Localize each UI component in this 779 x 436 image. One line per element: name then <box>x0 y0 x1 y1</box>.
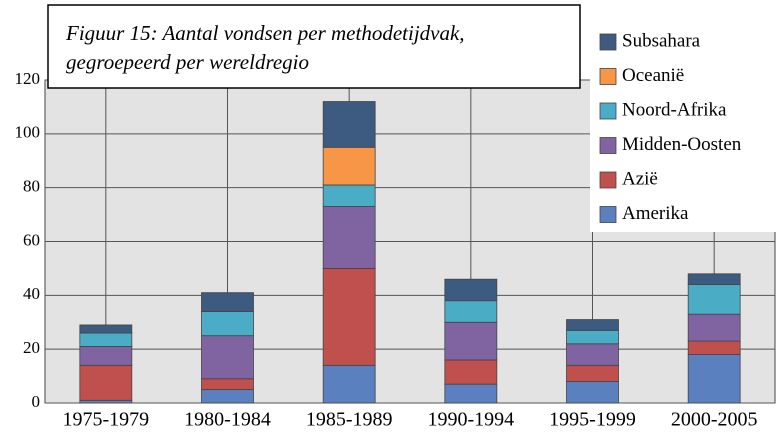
x-tick-label: 2000-2005 <box>671 409 758 431</box>
x-tick-label: 1975-1979 <box>62 409 149 431</box>
bar-segment <box>201 311 254 337</box>
chart-title: Figuur 15: Aantal vondsen per methodetij… <box>65 21 465 45</box>
y-tick-label: 40 <box>23 284 40 303</box>
bar-segment <box>566 343 619 366</box>
bar-segment <box>566 381 619 404</box>
bar-segment <box>687 354 741 404</box>
legend-swatch <box>599 171 617 189</box>
legend-swatch <box>599 33 617 51</box>
legend-box <box>590 22 779 232</box>
bar-segment <box>201 378 254 390</box>
x-tick-label: 1980-1984 <box>184 409 271 431</box>
legend-label: Noord-Afrika <box>622 99 727 120</box>
legend-swatch <box>599 102 617 120</box>
legend-label: Amerika <box>622 203 689 224</box>
title-box <box>47 4 581 89</box>
bar-segment <box>687 340 741 355</box>
bar-segment <box>201 389 254 404</box>
legend-swatch <box>599 137 617 154</box>
bar-segment <box>79 346 133 366</box>
y-tick-label: 100 <box>15 123 41 142</box>
bar-segment <box>687 273 741 285</box>
legend-label: Subsahara <box>622 30 701 51</box>
bar-segment <box>322 268 376 366</box>
y-tick-label: 80 <box>23 177 40 196</box>
bar-segment <box>566 329 619 345</box>
bar-segment <box>566 319 619 331</box>
bar-segment <box>322 101 376 148</box>
y-tick-label: 60 <box>23 230 40 249</box>
bar-segment <box>201 335 254 380</box>
bar-segment <box>322 364 376 404</box>
bar-segment <box>444 300 498 323</box>
bar-segment <box>79 324 133 334</box>
bar-segment <box>566 364 619 382</box>
bar-segment <box>79 399 133 404</box>
legend-label: Oceanië <box>622 65 684 86</box>
legend-label: Azië <box>622 168 658 189</box>
bar-segment <box>687 313 741 342</box>
bar-segment <box>444 359 498 385</box>
y-tick-label: 120 <box>15 69 41 88</box>
bar-segment <box>79 332 133 347</box>
bar-segment <box>79 364 133 401</box>
bar-segment <box>322 184 376 207</box>
bar-segment <box>322 206 376 269</box>
bar-segment <box>444 278 498 302</box>
x-tick-label: 1985-1989 <box>306 409 393 431</box>
bar-segment <box>201 292 254 312</box>
y-tick-label: 20 <box>23 338 40 357</box>
legend-swatch <box>599 206 617 223</box>
bar-segment <box>687 284 741 315</box>
chart-title: gegroepeerd per wereldregio <box>66 50 309 74</box>
bar-segment <box>444 321 498 361</box>
bar-segment <box>444 383 498 404</box>
x-tick-label: 1995-1999 <box>549 409 636 431</box>
legend-label: Midden-Oosten <box>622 134 742 155</box>
legend-swatch <box>599 68 617 85</box>
x-tick-label: 1990-1994 <box>427 409 514 431</box>
bar-segment <box>322 146 376 186</box>
y-tick-label: 0 <box>32 392 41 411</box>
